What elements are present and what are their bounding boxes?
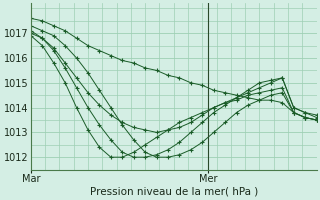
X-axis label: Pression niveau de la mer( hPa ): Pression niveau de la mer( hPa )	[90, 187, 258, 197]
